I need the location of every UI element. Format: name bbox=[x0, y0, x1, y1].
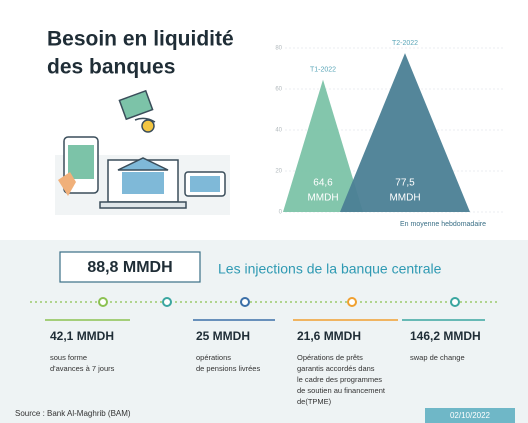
timeline-dot bbox=[347, 297, 357, 307]
injections-title: Les injections de la banque centrale bbox=[218, 261, 442, 277]
value-label: 77,5 bbox=[395, 178, 415, 189]
item-text: de pensions livrées bbox=[196, 364, 260, 373]
item-text: garantis accordés dans bbox=[297, 364, 375, 373]
date-box bbox=[425, 408, 515, 423]
value-unit: MMDH bbox=[307, 193, 338, 204]
item-amount: 21,6 MMDH bbox=[297, 329, 361, 343]
item-text: Opérations de prêts bbox=[297, 353, 363, 362]
item-amount: 146,2 MMDH bbox=[410, 329, 481, 343]
source: Source : Bank Al-Maghrib (BAM) bbox=[15, 409, 131, 418]
total-box bbox=[59, 251, 201, 283]
y-tick-label: 0 bbox=[279, 210, 283, 216]
triangle bbox=[340, 53, 470, 212]
item-amount: 25 MMDH bbox=[196, 329, 250, 343]
y-tick-label: 40 bbox=[275, 128, 282, 134]
timeline-dot bbox=[240, 297, 250, 307]
category-label: T2-2022 bbox=[392, 40, 418, 47]
title: des banques bbox=[47, 56, 175, 79]
item-amount: 42,1 MMDH bbox=[50, 329, 114, 343]
value-unit: MMDH bbox=[389, 193, 420, 204]
title: Besoin en liquidité bbox=[47, 28, 234, 51]
triangle bbox=[283, 79, 363, 212]
item-text: swap de change bbox=[410, 353, 465, 362]
date: 02/10/2022 bbox=[450, 411, 491, 420]
value-label: 64,6 bbox=[313, 178, 333, 189]
item-text: opérations bbox=[196, 353, 231, 362]
y-tick-label: 20 bbox=[275, 169, 282, 175]
timeline-dot bbox=[98, 297, 108, 307]
item-text: de soutien au financement bbox=[297, 386, 386, 395]
timeline-dot bbox=[450, 297, 460, 307]
category-label: T1-2022 bbox=[310, 66, 336, 73]
total: 88,8 MMDH bbox=[87, 259, 172, 276]
item-text: d'avances à 7 jours bbox=[50, 364, 115, 373]
chart-note: En moyenne hebdomadaire bbox=[400, 221, 486, 228]
y-tick-label: 60 bbox=[275, 87, 282, 93]
y-tick-label: 80 bbox=[275, 46, 282, 52]
item-text: de(TPME) bbox=[297, 397, 332, 406]
illustration bbox=[55, 89, 230, 215]
item-text: sous forme bbox=[50, 353, 87, 362]
timeline-dot bbox=[162, 297, 172, 307]
item-text: le cadre des programmes bbox=[297, 375, 382, 384]
